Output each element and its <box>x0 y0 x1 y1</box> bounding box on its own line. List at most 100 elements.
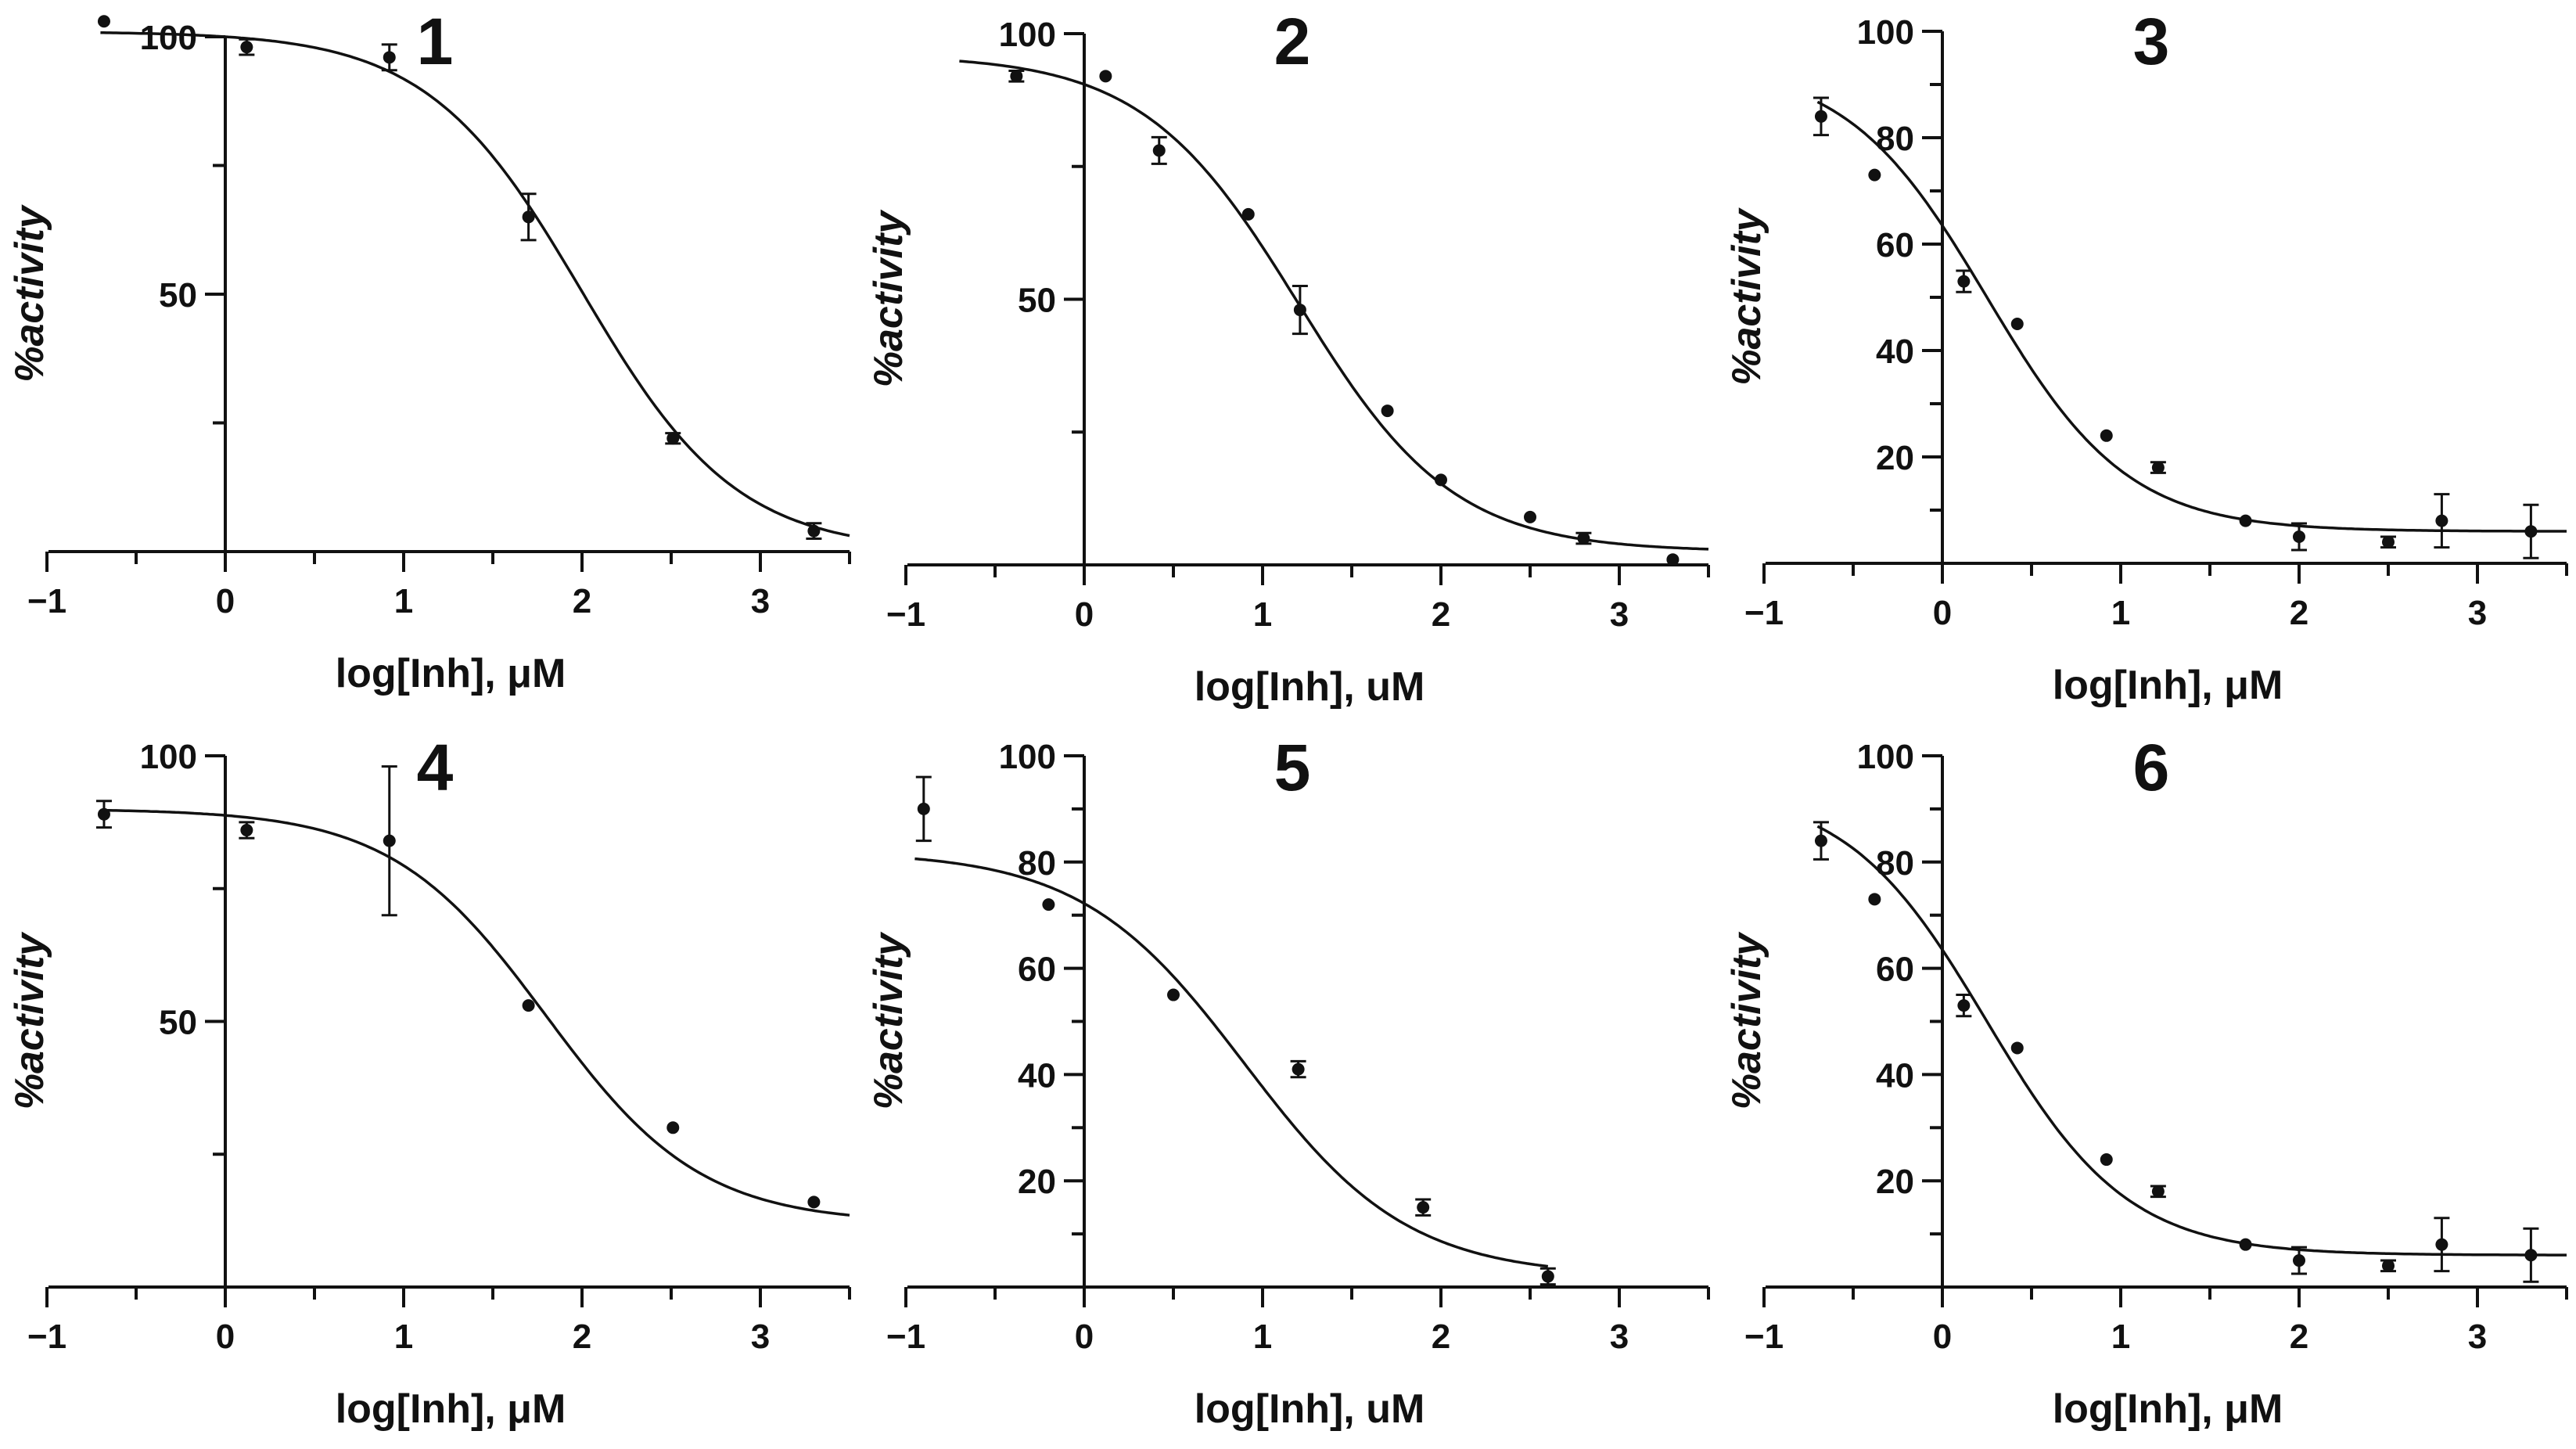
y-tick-label: 60 <box>1018 951 1056 989</box>
data-point <box>240 41 253 54</box>
data-point <box>1666 553 1680 566</box>
data-point <box>807 1196 821 1209</box>
x-tick-label: 2 <box>573 1318 591 1356</box>
x-tick-label: 3 <box>2468 594 2487 632</box>
x-tick-label: −1 <box>886 595 925 634</box>
data-point <box>2435 514 2448 527</box>
data-point <box>1417 1201 1430 1214</box>
data-point <box>2010 1041 2024 1055</box>
x-tick-label: 3 <box>751 1318 770 1356</box>
y-tick-label: 20 <box>1018 1163 1056 1201</box>
data-point <box>2151 461 2165 474</box>
fit-curve <box>914 857 1549 1268</box>
y-axis-title: %activity <box>1724 931 1769 1110</box>
panel-number: 1 <box>417 5 454 78</box>
x-tick-label: 1 <box>394 1318 413 1356</box>
y-tick-label: 100 <box>999 738 1056 776</box>
x-axis-title: log[Inh], μM <box>336 1386 566 1432</box>
data-point <box>522 210 535 224</box>
data-point <box>383 51 396 64</box>
data-point <box>1814 110 1827 123</box>
data-point <box>1241 207 1255 221</box>
panel-number: 2 <box>1274 5 1311 78</box>
x-axis-title: log[Inh], μM <box>2053 1386 2283 1432</box>
x-tick-label: 1 <box>2111 594 2130 632</box>
x-tick-label: 3 <box>1610 595 1629 634</box>
data-point <box>917 802 930 815</box>
data-point <box>383 834 396 847</box>
y-tick-label: 100 <box>999 16 1056 54</box>
data-point <box>807 524 821 538</box>
data-point <box>1868 893 1881 906</box>
x-tick-label: 2 <box>2290 594 2308 632</box>
y-tick-label: 100 <box>140 738 197 776</box>
fit-curve <box>100 31 850 538</box>
y-tick-label: 100 <box>1857 13 1914 52</box>
data-point <box>666 1121 680 1134</box>
y-tick-label: 50 <box>159 276 197 315</box>
y-tick-label: 40 <box>1876 333 1914 371</box>
data-point <box>2382 535 2395 548</box>
data-point <box>1435 473 1447 487</box>
x-tick-label: 1 <box>394 582 413 620</box>
y-tick-label: 20 <box>1876 439 1914 477</box>
y-tick-label: 80 <box>1018 844 1056 883</box>
x-tick-label: 0 <box>1933 1318 1952 1356</box>
data-point <box>2239 514 2252 527</box>
data-point <box>1292 1062 1305 1076</box>
fit-curve <box>1816 825 2567 1257</box>
x-axis-title: log[Inh], μM <box>2053 663 2283 708</box>
fit-curve <box>959 59 1709 551</box>
x-tick-label: 0 <box>1075 595 1094 634</box>
y-axis-title: %activity <box>866 209 911 388</box>
data-point <box>1868 168 1881 182</box>
data-point <box>2382 1259 2395 1272</box>
data-point <box>2293 530 2305 543</box>
x-axis-title: log[Inh], uM <box>1195 664 1425 710</box>
y-axis-title: %activity <box>866 931 911 1110</box>
panel-number: 6 <box>2133 731 2170 804</box>
x-tick-label: −1 <box>1744 1318 1784 1356</box>
data-point <box>2100 1153 2113 1167</box>
panel-number: 3 <box>2133 5 2170 78</box>
data-point <box>97 807 110 821</box>
x-tick-label: 1 <box>1253 595 1272 634</box>
data-point <box>1541 1270 1554 1283</box>
chart-panel-4: −1 0 1 2 3 50 100 log[Inh], μM %activity 4 <box>7 731 851 1432</box>
y-axis-title: %activity <box>7 203 52 383</box>
y-tick-label: 20 <box>1876 1163 1914 1201</box>
y-tick-label: 60 <box>1876 226 1914 264</box>
x-tick-label: 0 <box>216 1318 235 1356</box>
x-tick-label: 0 <box>1075 1318 1094 1356</box>
y-axis-title: %activity <box>1724 207 1769 386</box>
x-tick-label: −1 <box>27 582 66 620</box>
y-tick-label: 40 <box>1018 1056 1056 1095</box>
y-tick-label: 50 <box>1018 282 1056 320</box>
y-tick-label: 100 <box>1857 738 1914 776</box>
data-point <box>2435 1238 2448 1251</box>
chart-panel-6: −1 0 1 2 3 20 40 60 80 100 log[Inh], μM %activity 6 <box>1724 731 2568 1432</box>
x-tick-label: 3 <box>2468 1318 2487 1356</box>
data-point <box>2293 1254 2305 1267</box>
data-point <box>1099 70 1112 83</box>
data-point <box>2010 318 2024 330</box>
x-tick-label: −1 <box>1744 594 1784 632</box>
x-tick-label: 0 <box>216 582 235 620</box>
x-tick-label: 1 <box>1253 1318 1272 1356</box>
y-tick-label: 80 <box>1876 120 1914 158</box>
y-tick-label: 80 <box>1876 844 1914 883</box>
data-point <box>1152 144 1166 157</box>
data-point <box>1167 988 1180 1001</box>
data-point <box>2100 429 2113 442</box>
data-point <box>1957 999 1971 1012</box>
y-tick-label: 100 <box>140 19 197 57</box>
chart-panel-2: −1 0 1 2 3 50 100 log[Inh], uM %activity 2 <box>866 5 1710 710</box>
data-point <box>2239 1238 2252 1251</box>
chart-panel-1: −1 0 1 2 3 50 100 log[Inh], μM %activity 1 <box>7 5 851 696</box>
x-tick-label: 2 <box>1432 595 1450 634</box>
y-axis-title: %activity <box>7 931 52 1110</box>
x-tick-label: −1 <box>27 1318 66 1356</box>
data-point <box>240 824 253 837</box>
x-tick-label: 2 <box>1432 1318 1450 1356</box>
